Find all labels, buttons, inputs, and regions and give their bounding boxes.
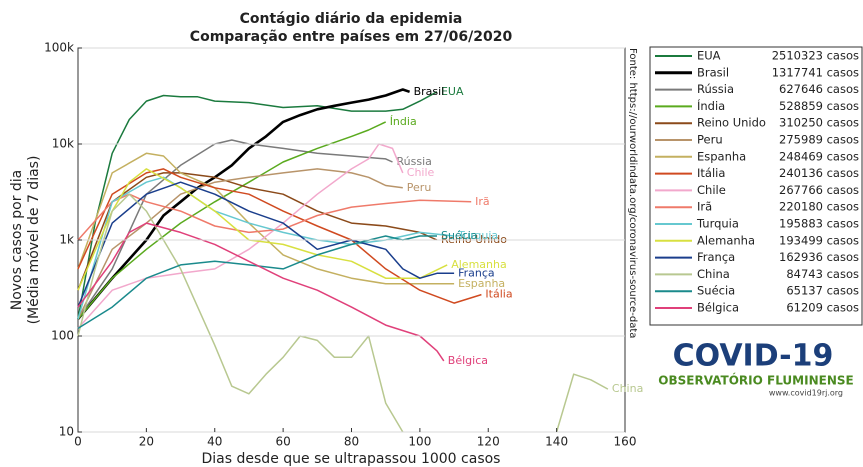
x-tick-label: 60	[275, 435, 290, 449]
legend-total: 61209 casos	[786, 301, 859, 315]
series-line	[77, 88, 411, 320]
legend-total: 627646 casos	[779, 82, 859, 96]
legend-total: 2510323 casos	[772, 49, 859, 63]
x-tick-label: 40	[207, 435, 222, 449]
logo-subtitle: OBSERVATÓRIO FLUMINENSE	[658, 373, 853, 388]
legend-label: Irã	[697, 200, 712, 214]
y-tick-label: 1k	[59, 233, 74, 247]
legend-total: 84743 casos	[786, 267, 859, 281]
line-end-label: Suécia	[441, 229, 478, 242]
series-line	[77, 181, 455, 308]
series-line	[77, 235, 437, 330]
series-line	[77, 139, 393, 320]
legend-label: Rússia	[697, 82, 734, 96]
legend-total: 310250 casos	[779, 116, 859, 130]
line-end-label: EUA	[441, 85, 464, 98]
legend-total: 65137 casos	[786, 284, 859, 298]
legend-label: EUA	[697, 49, 721, 63]
legend-label: França	[697, 250, 735, 264]
legend-total: 193499 casos	[779, 233, 859, 247]
legend-total: 195883 casos	[779, 217, 859, 231]
legend-total: 275989 casos	[779, 133, 859, 147]
legend-label: Brasil	[697, 65, 729, 79]
series-line	[77, 121, 387, 320]
line-end-label: China	[612, 382, 643, 395]
line-end-label: Peru	[407, 181, 432, 194]
y-tick-label: 10k	[52, 137, 74, 151]
series-line	[77, 168, 482, 304]
legend-total: 240136 casos	[779, 166, 859, 180]
legend-label: Alemanha	[697, 233, 755, 247]
legend-label: Espanha	[697, 149, 746, 163]
line-end-label: Turquia	[457, 229, 498, 242]
line-end-label: Índia	[390, 115, 417, 128]
series-line	[77, 222, 445, 362]
legend-label: China	[697, 267, 730, 281]
line-end-label: França	[458, 266, 495, 279]
line-end-label: Chile	[407, 166, 435, 179]
logo: COVID-19 OBSERVATÓRIO FLUMINENSE www.cov…	[658, 339, 853, 398]
x-tick-label: 80	[344, 435, 359, 449]
legend-label: Peru	[697, 133, 723, 147]
legend	[649, 46, 863, 326]
x-tick-label: 20	[139, 435, 154, 449]
line-end-label: Espanha	[458, 277, 505, 290]
line-end-label: Brasil	[414, 85, 445, 98]
logo-url: www.covid19rj.org	[769, 389, 843, 398]
series-line	[77, 168, 403, 320]
y-tick-label: 100k	[44, 41, 74, 55]
line-end-label: Irã	[475, 195, 490, 208]
y-axis-label: (Média móvel de 7 dias)	[26, 156, 42, 325]
x-tick-label: 140	[545, 435, 568, 449]
legend-total: 1317741 casos	[772, 65, 859, 79]
legend-label: Itália	[697, 166, 725, 180]
line-end-label: Rússia	[397, 155, 432, 168]
y-axis-label: Novos casos por dia	[9, 170, 25, 311]
source-note: Fonte: https://ourworldindata.org/corona…	[627, 48, 638, 338]
legend-label: Suécia	[697, 284, 735, 298]
series-line	[77, 91, 438, 320]
legend-total: 248469 casos	[779, 149, 859, 163]
x-tick-label: 100	[408, 435, 431, 449]
series-line	[77, 172, 438, 291]
x-tick-label: 160	[614, 435, 637, 449]
line-end-label: Itália	[485, 288, 512, 301]
legend-label: Chile	[697, 183, 726, 197]
legend-total: 220180 casos	[779, 200, 859, 214]
line-end-label: Alemanha	[451, 258, 507, 271]
line-end-label: Bélgica	[448, 354, 488, 367]
series-line	[77, 193, 609, 433]
legend-total: 162936 casos	[779, 250, 859, 264]
legend-label: Turquia	[696, 217, 739, 231]
chart-subtitle: Comparação entre países em 27/06/2020	[190, 29, 513, 45]
y-tick-label: 100	[51, 329, 74, 343]
y-tick-label: 10	[59, 425, 74, 439]
legend-label: Bélgica	[697, 301, 739, 315]
legend-total: 528859 casos	[779, 99, 859, 113]
chart-title: Contágio diário da epidemia	[240, 11, 463, 27]
legend-total: 267766 casos	[779, 183, 859, 197]
x-axis-label: Dias desde que se ultrapassou 1000 casos	[202, 451, 501, 467]
logo-title: COVID-19	[673, 339, 834, 374]
x-tick-label: 120	[477, 435, 500, 449]
legend-label: Reino Unido	[697, 116, 766, 130]
legend-label: Índia	[697, 98, 725, 113]
x-tick-label: 0	[74, 435, 82, 449]
